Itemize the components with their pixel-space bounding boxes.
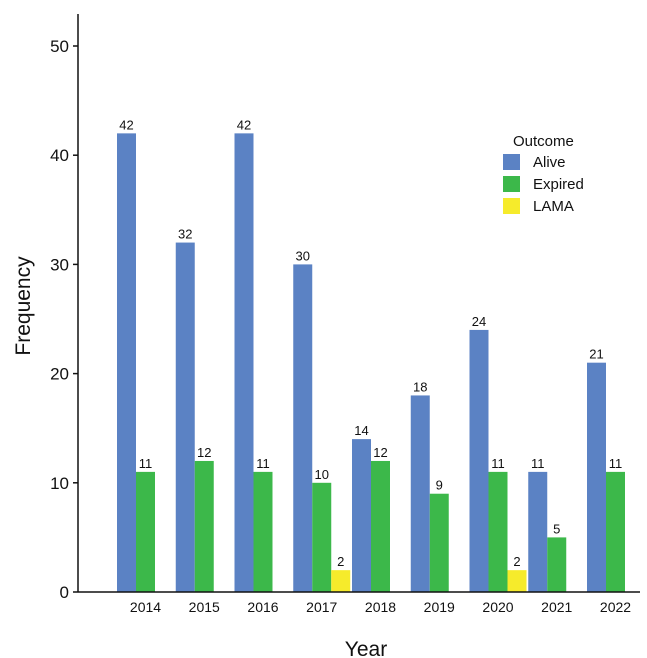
bar-alive-2015: [175, 242, 195, 592]
y-axis-title: Frequency: [12, 256, 35, 356]
data-label-alive-2022: 21: [589, 347, 603, 362]
data-label-lama-2017: 2: [337, 554, 344, 569]
data-label-alive-2017: 30: [296, 248, 310, 263]
bar-alive-2016: [234, 133, 254, 593]
data-label-expired-2017: 10: [315, 467, 329, 482]
data-label-expired-2014: 11: [139, 456, 153, 471]
x-ticks-group: 2014 2015 2016 2017 2018 2019 2020 2021 2022: [130, 599, 631, 615]
data-label-expired-2020: 11: [491, 456, 505, 471]
x-tick-label: 2014: [130, 599, 161, 615]
data-label-expired-2015: 12: [197, 445, 211, 460]
data-label-expired-2018: 12: [373, 445, 387, 460]
x-tick-label: 2019: [424, 599, 455, 615]
data-label-alive-2015: 32: [178, 227, 192, 242]
x-tick-label: 2022: [600, 599, 631, 615]
bar-lama-2017: [331, 570, 351, 592]
data-label-expired-2016: 11: [256, 456, 270, 471]
bar-lama-2020: [507, 570, 527, 592]
data-label-alive-2021: 11: [531, 456, 545, 471]
legend-title: Outcome: [513, 133, 574, 150]
bar-alive-2020: [469, 329, 489, 592]
legend-swatch-alive: [503, 154, 520, 170]
x-tick-label: 2015: [189, 599, 220, 615]
legend-label-expired: Expired: [533, 176, 584, 193]
bar-expired-2022: [606, 471, 625, 592]
x-tick-label: 2020: [482, 599, 513, 615]
y-tick-label: 50: [50, 37, 69, 56]
data-label-lama-2020: 2: [513, 554, 520, 569]
axes-group: [77, 14, 640, 593]
y-tick-label: 30: [50, 255, 69, 274]
legend-label-alive: Alive: [533, 154, 566, 171]
data-label-alive-2020: 24: [472, 314, 486, 329]
bars-group: [117, 133, 625, 593]
bar-expired-2016: [253, 471, 273, 592]
data-label-alive-2016: 42: [237, 117, 251, 132]
x-axis-title: Year: [345, 638, 387, 658]
x-tick-label: 2021: [541, 599, 572, 615]
bar-expired-2014: [136, 471, 155, 592]
data-label-expired-2022: 11: [609, 456, 623, 471]
legend-swatch-expired: [503, 176, 520, 192]
bar-alive-2014: [117, 133, 136, 593]
data-label-alive-2018: 14: [354, 423, 368, 438]
y-tick-label: 0: [60, 583, 69, 602]
bar-expired-2015: [194, 460, 214, 592]
bar-expired-2017: [312, 482, 332, 592]
data-label-expired-2021: 5: [553, 521, 560, 536]
legend-label-lama: LAMA: [533, 198, 574, 215]
y-tick-label: 10: [50, 474, 69, 493]
bar-alive-2018: [352, 439, 371, 592]
bar-expired-2020: [488, 471, 508, 592]
bar-expired-2021: [547, 537, 567, 592]
x-tick-label: 2018: [365, 599, 396, 615]
bar-alive-2022: [587, 362, 606, 592]
bar-alive-2017: [293, 264, 313, 592]
legend: Outcome Alive Expired LAMA: [503, 133, 584, 215]
legend-swatch-lama: [503, 198, 520, 214]
y-tick-label: 20: [50, 365, 69, 384]
bar-alive-2019: [410, 395, 430, 592]
y-ticks-group: 0 10 20 30 40 50: [50, 37, 78, 602]
x-tick-label: 2016: [247, 599, 278, 615]
bar-alive-2021: [528, 471, 548, 592]
data-label-expired-2019: 9: [436, 478, 443, 493]
data-label-alive-2014: 42: [119, 117, 133, 132]
data-label-alive-2019: 18: [413, 379, 427, 394]
x-tick-label: 2017: [306, 599, 337, 615]
bar-expired-2019: [429, 493, 449, 592]
data-labels-group: 42 11 32 12 42 11 30 10 2 14 12 18 9 24 11 2 11 5 21 11: [119, 117, 622, 569]
bar-expired-2018: [371, 460, 390, 592]
y-tick-label: 40: [50, 146, 69, 165]
